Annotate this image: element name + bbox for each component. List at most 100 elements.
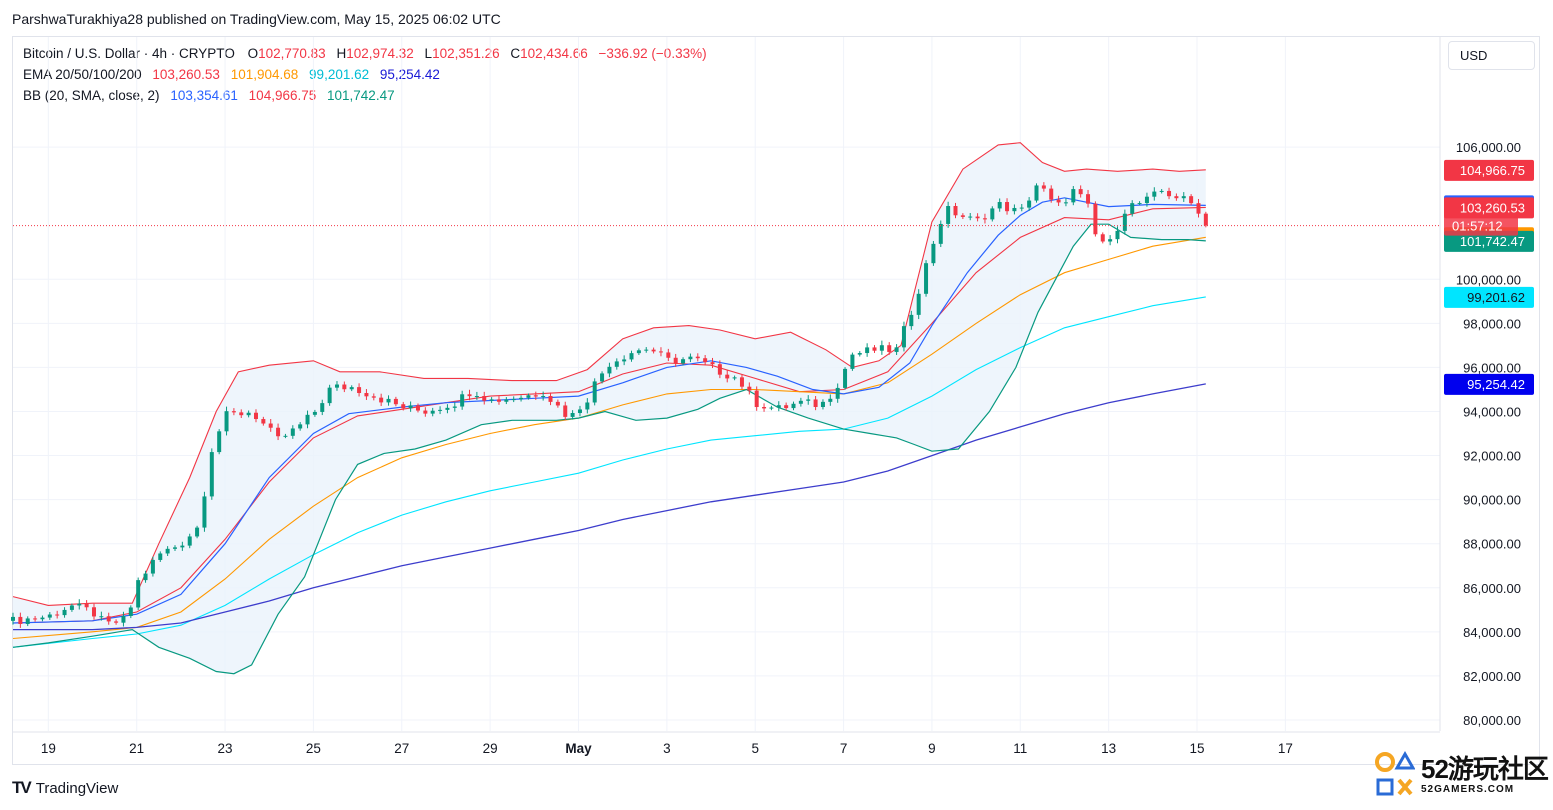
y-tick-label: 82,000.00	[1463, 669, 1521, 684]
candle-body	[371, 396, 376, 398]
candle-body	[1130, 203, 1135, 214]
candle-body	[791, 403, 796, 409]
series-ema-50-line	[12, 236, 1206, 640]
candle-body	[717, 364, 722, 375]
bb-legend: BB (20, SMA, close, 2) 103,354.61 104,96…	[23, 88, 398, 103]
open-label: O	[247, 46, 259, 61]
candle-body	[180, 545, 185, 548]
bb-legend-label[interactable]: BB (20, SMA, close, 2)	[23, 88, 160, 103]
candle-body	[91, 607, 96, 617]
candle-body	[1049, 188, 1054, 200]
candle-body	[1056, 199, 1061, 203]
candle-body	[77, 603, 82, 606]
candle-body	[1122, 213, 1127, 231]
x-tick-label: 5	[751, 741, 759, 756]
candle-body	[1203, 213, 1208, 226]
price-label-text: 103,260.53	[1460, 200, 1525, 215]
candle-body	[739, 377, 744, 387]
candle-body	[511, 399, 516, 401]
candle-body	[327, 387, 332, 404]
candle-body	[1137, 203, 1142, 205]
candle-body	[526, 395, 531, 398]
candle-body	[857, 353, 862, 355]
series-ema-100-line	[12, 296, 1206, 648]
candle-body	[136, 580, 141, 608]
symbol-name[interactable]: Bitcoin / U.S. Dollar · 4h · CRYPTO	[23, 46, 235, 61]
candle-body	[496, 399, 501, 402]
currency-button[interactable]: USD	[1448, 41, 1535, 70]
candle-body	[798, 400, 803, 404]
candle-body	[820, 401, 825, 407]
countdown-text: 01:57:12	[1452, 219, 1503, 234]
candle-body	[121, 615, 126, 623]
candle-body	[541, 396, 546, 398]
x-tick-label: 15	[1189, 741, 1204, 756]
candle-body	[1063, 202, 1068, 204]
x-tick-label: 7	[840, 741, 848, 756]
candle-body	[629, 353, 634, 360]
candle-body	[651, 349, 656, 352]
candle-body	[504, 399, 509, 402]
tradingview-logo[interactable]: TV TradingView	[12, 778, 118, 798]
y-tick-label: 100,000.00	[1456, 272, 1521, 287]
candle-body	[202, 496, 207, 528]
candle-body	[246, 412, 251, 416]
y-tick-label: 80,000.00	[1463, 713, 1521, 728]
candle-body	[69, 605, 74, 610]
x-tick-label: 27	[394, 741, 409, 756]
candle-body	[806, 399, 811, 401]
candle-body	[1174, 196, 1179, 199]
candle-body	[1181, 196, 1186, 199]
candle-body	[607, 366, 612, 374]
candle-body	[835, 387, 840, 399]
candle-body	[150, 559, 155, 574]
change-value: −336.92 (−0.33%)	[598, 46, 707, 61]
candle-body	[187, 536, 192, 546]
candle-body	[703, 358, 708, 363]
symbol-legend: Bitcoin / U.S. Dollar · 4h · CRYPTO O 102…	[23, 46, 710, 61]
candle-body	[865, 347, 870, 354]
candle-body	[1196, 203, 1201, 214]
candle-body	[25, 618, 30, 625]
candle-body	[320, 403, 325, 412]
y-tick-label: 86,000.00	[1463, 581, 1521, 596]
series-bb-basis-line	[12, 197, 1206, 624]
watermark: 52游玩社区 52GAMERS.COM	[1375, 748, 1549, 800]
candle-body	[946, 206, 951, 224]
candle-body	[1159, 190, 1164, 192]
x-tick-label: 11	[1013, 741, 1027, 756]
candle-body	[364, 393, 369, 397]
series-bb-lower-line	[12, 223, 1206, 675]
x-tick-label: 3	[663, 741, 671, 756]
candle-body	[55, 614, 60, 616]
candle-body	[931, 243, 936, 264]
ema50-value: 101,904.68	[230, 67, 299, 82]
candle-body	[305, 414, 310, 425]
low-value: 102,351.26	[432, 46, 500, 61]
price-label-tag	[1444, 286, 1534, 308]
price-label-tag	[1444, 159, 1534, 181]
candle-body	[577, 409, 582, 414]
candle-body	[11, 616, 15, 621]
candle-body	[695, 356, 700, 359]
ema20-value: 103,260.53	[152, 67, 220, 82]
candle-body	[666, 352, 671, 358]
candle-body	[548, 396, 553, 402]
candle-body	[349, 387, 354, 390]
ema200-value: 95,254.42	[379, 67, 440, 82]
x-tick-label: 9	[928, 741, 936, 756]
ema-legend-label[interactable]: EMA 20/50/100/200	[23, 67, 142, 82]
close-label: C	[510, 46, 521, 61]
candle-body	[195, 527, 200, 537]
candle-body	[894, 347, 899, 352]
candle-body	[482, 396, 487, 401]
candle-body	[209, 452, 214, 497]
watermark-icon	[1375, 750, 1415, 796]
ema-legend: EMA 20/50/100/200 103,260.53 101,904.68 …	[23, 67, 443, 82]
candle-body	[658, 351, 663, 353]
y-tick-label: 90,000.00	[1463, 493, 1521, 508]
x-tick-label: May	[565, 741, 592, 756]
x-tick-label: 25	[306, 741, 321, 756]
candle-body	[563, 405, 568, 417]
